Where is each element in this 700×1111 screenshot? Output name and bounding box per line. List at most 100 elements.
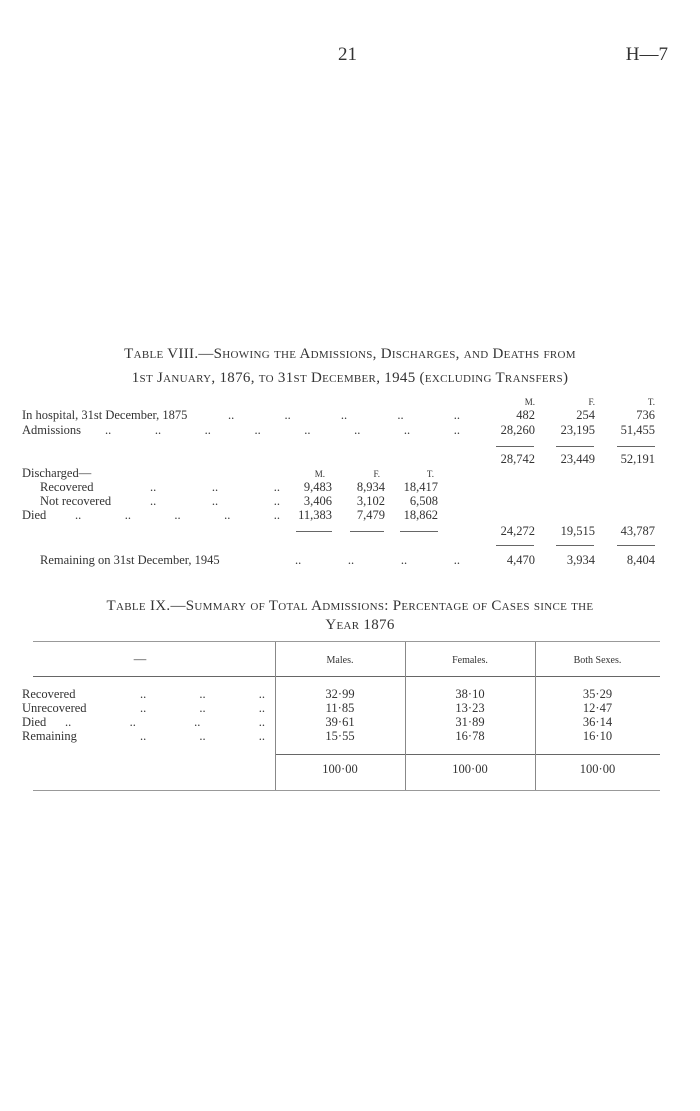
header-rule	[33, 676, 660, 677]
rule	[400, 531, 438, 532]
sub-header-m: M.	[314, 469, 325, 479]
cell-females: 38·10	[455, 687, 485, 701]
rule	[350, 531, 384, 532]
leader-dot: ..	[258, 701, 265, 715]
header-females: Females.	[452, 655, 488, 666]
total-males: 100·00	[322, 762, 358, 776]
cell-f: 3,102	[356, 494, 385, 508]
column-divider	[275, 642, 276, 790]
row-label: Remaining	[22, 729, 77, 743]
leader-dot: ..	[154, 423, 162, 437]
row-label: In hospital, 31st December, 1875	[22, 408, 188, 422]
leader-dots: ................	[105, 423, 460, 438]
total-females: 100·00	[452, 762, 488, 776]
cell-t: 6,508	[409, 494, 438, 508]
cell-f: 3,934	[566, 553, 595, 567]
table-top-rule	[33, 641, 660, 642]
leader-dot: ..	[228, 408, 235, 422]
leader-dot: ..	[211, 494, 219, 508]
leader-dot: ..	[295, 553, 302, 567]
page-reference: H—7	[625, 44, 668, 65]
column-divider	[535, 642, 536, 790]
leader-dot: ..	[174, 508, 181, 522]
cell-m: 482	[516, 408, 535, 422]
leader-dots: ......	[150, 494, 280, 509]
header-stub: —	[133, 652, 147, 666]
row-label: Admissions	[22, 423, 82, 437]
leader-dot: ..	[124, 508, 131, 522]
leader-dot: ..	[258, 715, 265, 729]
cell-males: 11·85	[325, 701, 355, 715]
leader-dot: ..	[140, 687, 147, 701]
leader-dots: ........	[295, 553, 460, 568]
cell-t: 51,455	[620, 423, 655, 437]
leader-dots: ......	[140, 701, 265, 716]
leader-dot: ..	[453, 553, 460, 567]
leader-dot: ..	[347, 553, 355, 567]
cell-f: 254	[576, 408, 595, 422]
row-label: Died	[22, 715, 47, 729]
total-rule	[275, 754, 660, 755]
leader-dots: ..........	[228, 408, 460, 423]
table9-title-line1: Table IX.—Summary of Total Admissions: P…	[106, 598, 594, 614]
leader-dot: ..	[150, 480, 157, 494]
table9-title-line2: Year 1876	[325, 617, 395, 633]
leader-dot: ..	[199, 701, 206, 715]
leader-dot: ..	[129, 715, 136, 729]
table-bottom-rule	[33, 790, 660, 791]
cell-t: 8,404	[626, 553, 655, 567]
leader-dot: ..	[453, 408, 460, 422]
row-label: Recovered	[40, 480, 94, 494]
cell-m: 11,383	[298, 508, 332, 522]
out-total-f: 19,515	[560, 524, 595, 538]
cell-f: 7,479	[356, 508, 385, 522]
row-label: Not recovered	[40, 494, 112, 508]
rule	[556, 446, 594, 447]
leader-dot: ..	[150, 494, 157, 508]
row-label: Unrecovered	[22, 701, 87, 715]
leader-dot: ..	[224, 508, 231, 522]
subtotal-f: 23,449	[560, 452, 595, 466]
leader-dot: ..	[140, 701, 147, 715]
cell-t: 18,862	[403, 508, 438, 522]
page-number: 21	[338, 44, 357, 65]
cell-both: 35·29	[582, 687, 613, 701]
column-divider	[405, 642, 406, 790]
leader-dots: ......	[150, 480, 280, 495]
rule	[496, 545, 534, 546]
leader-dot: ..	[400, 553, 408, 567]
rule	[556, 545, 594, 546]
cell-females: 13·23	[455, 701, 485, 715]
cell-both: 16·10	[582, 729, 613, 743]
total-both: 100·00	[579, 762, 616, 776]
leader-dot: ..	[258, 687, 265, 701]
cell-both: 12·47	[582, 701, 613, 715]
leader-dot: ..	[453, 423, 460, 437]
rule	[617, 545, 655, 546]
rule	[296, 531, 332, 532]
cell-both: 36·14	[582, 715, 613, 729]
leader-dots: ......	[140, 729, 265, 744]
rule	[617, 446, 655, 447]
leader-dot: ..	[204, 423, 211, 437]
table8-title-line2: 1st January, 1876, to 31st December, 194…	[131, 370, 569, 386]
cell-males: 32·99	[325, 687, 355, 701]
col-header-t: T.	[647, 397, 655, 407]
leader-dot: ..	[340, 408, 348, 422]
table8-title-line1: Table VIII.—Showing the Admissions, Disc…	[124, 346, 576, 362]
discharged-label: Discharged—	[22, 466, 92, 480]
leader-dots: ......	[140, 687, 265, 702]
leader-dot: ..	[65, 715, 72, 729]
col-header-f: F.	[588, 397, 595, 407]
sub-header-t: T.	[426, 469, 434, 479]
leader-dot: ..	[199, 687, 206, 701]
leader-dot: ..	[199, 729, 206, 743]
leader-dot: ..	[354, 423, 361, 437]
rule	[496, 446, 534, 447]
cell-females: 16·78	[455, 729, 485, 743]
row-label: Died	[22, 508, 47, 522]
sub-header-f: F.	[373, 469, 380, 479]
col-header-m: M.	[524, 397, 535, 407]
subtotal-m: 28,742	[500, 452, 535, 466]
cell-t: 18,417	[403, 480, 438, 494]
